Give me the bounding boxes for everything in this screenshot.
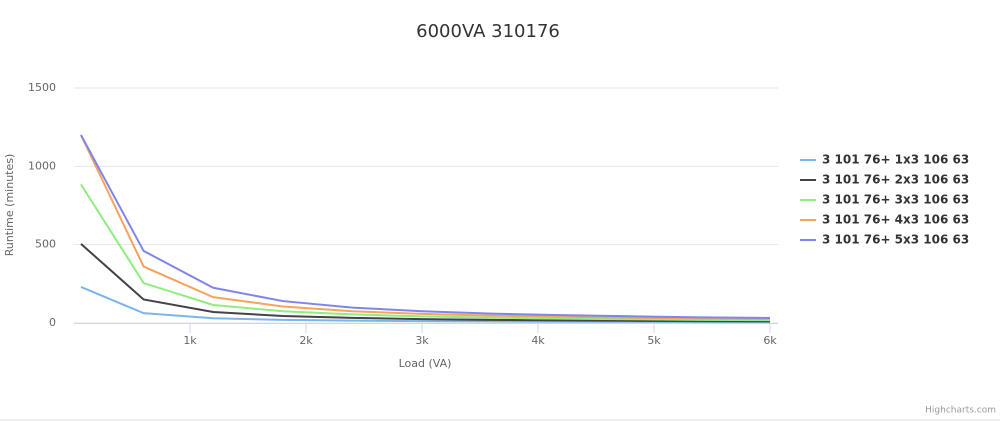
series-line — [80, 134, 771, 320]
y-tick-label: 1000 — [28, 159, 56, 172]
chart-title: 6000VA 310176 — [416, 21, 560, 42]
legend-label[interactable]: 3 101 76+ 1x3 106 63 — [822, 153, 969, 167]
series-line — [80, 134, 771, 319]
x-axis-title: Load (VA) — [399, 357, 452, 370]
legend-label[interactable]: 3 101 76+ 2x3 106 63 — [822, 173, 969, 187]
x-tick-label: 5k — [647, 334, 661, 347]
series-line — [80, 243, 771, 323]
y-tick-label: 1500 — [28, 81, 56, 94]
y-tick-label: 0 — [49, 316, 56, 329]
x-tick-label: 2k — [299, 334, 313, 347]
x-tick-label: 3k — [415, 334, 429, 347]
x-tick-label: 4k — [531, 334, 545, 347]
legend-label[interactable]: 3 101 76+ 3x3 106 63 — [822, 193, 969, 207]
y-axis-title: Runtime (minutes) — [3, 154, 16, 257]
series-line — [80, 183, 771, 322]
y-tick-label: 500 — [35, 238, 56, 251]
credits[interactable]: Highcharts.com — [925, 406, 996, 416]
legend-label[interactable]: 3 101 76+ 4x3 106 63 — [822, 213, 969, 227]
x-tick-label: 1k — [183, 334, 197, 347]
x-tick-label: 6k — [763, 334, 777, 347]
legend-label[interactable]: 3 101 76+ 5x3 106 63 — [822, 233, 969, 247]
